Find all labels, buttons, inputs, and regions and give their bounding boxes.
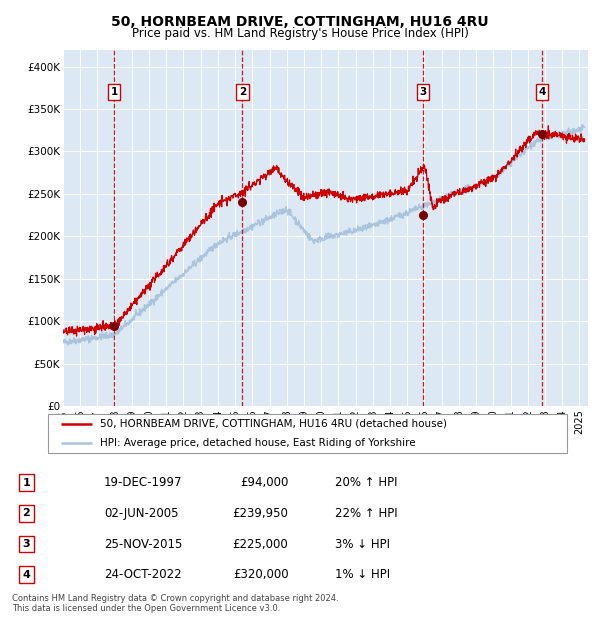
Text: £239,950: £239,950 <box>233 507 289 520</box>
Text: 50, HORNBEAM DRIVE, COTTINGHAM, HU16 4RU: 50, HORNBEAM DRIVE, COTTINGHAM, HU16 4RU <box>111 16 489 30</box>
Text: 4: 4 <box>538 87 545 97</box>
Text: Contains HM Land Registry data © Crown copyright and database right 2024.: Contains HM Land Registry data © Crown c… <box>12 593 338 603</box>
Text: HPI: Average price, detached house, East Riding of Yorkshire: HPI: Average price, detached house, East… <box>100 438 416 448</box>
Text: 3: 3 <box>23 539 30 549</box>
Text: 20% ↑ HPI: 20% ↑ HPI <box>335 476 397 489</box>
Text: £225,000: £225,000 <box>233 538 289 551</box>
Text: £94,000: £94,000 <box>240 476 289 489</box>
Text: 1: 1 <box>23 478 30 488</box>
Text: 25-NOV-2015: 25-NOV-2015 <box>104 538 182 551</box>
Text: 1% ↓ HPI: 1% ↓ HPI <box>335 569 389 582</box>
Text: 4: 4 <box>22 570 31 580</box>
Text: 22% ↑ HPI: 22% ↑ HPI <box>335 507 397 520</box>
Text: This data is licensed under the Open Government Licence v3.0.: This data is licensed under the Open Gov… <box>12 603 280 613</box>
FancyBboxPatch shape <box>47 414 568 453</box>
Text: 1: 1 <box>110 87 118 97</box>
Text: 50, HORNBEAM DRIVE, COTTINGHAM, HU16 4RU (detached house): 50, HORNBEAM DRIVE, COTTINGHAM, HU16 4RU… <box>100 418 447 428</box>
Text: 02-JUN-2005: 02-JUN-2005 <box>104 507 179 520</box>
Text: 3: 3 <box>419 87 427 97</box>
Text: 2: 2 <box>239 87 246 97</box>
Text: Price paid vs. HM Land Registry's House Price Index (HPI): Price paid vs. HM Land Registry's House … <box>131 27 469 40</box>
Text: 24-OCT-2022: 24-OCT-2022 <box>104 569 182 582</box>
Text: 19-DEC-1997: 19-DEC-1997 <box>104 476 182 489</box>
Text: 2: 2 <box>23 508 30 518</box>
Text: £320,000: £320,000 <box>233 569 289 582</box>
Text: 3% ↓ HPI: 3% ↓ HPI <box>335 538 389 551</box>
